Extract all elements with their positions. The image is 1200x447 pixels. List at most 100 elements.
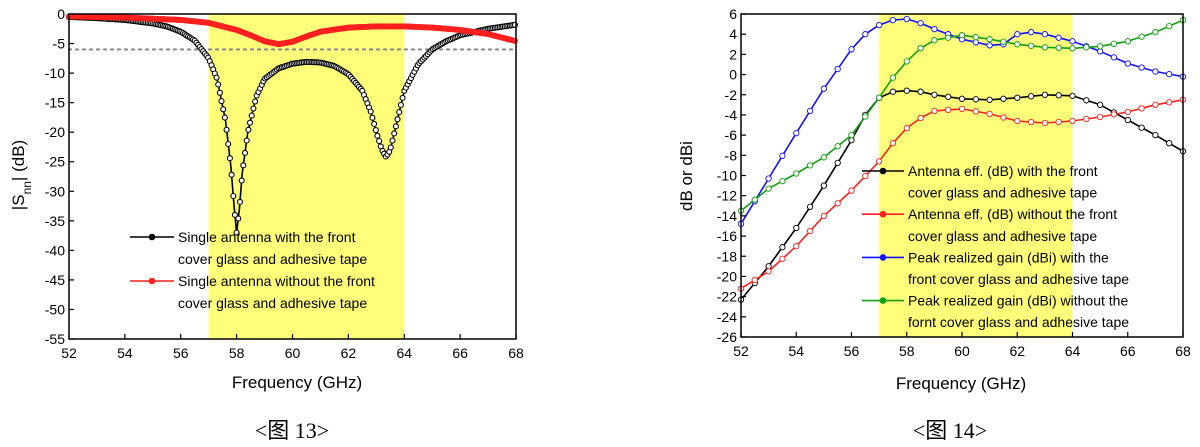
data-point bbox=[226, 155, 233, 162]
y-axis-label: dB or dBi bbox=[677, 141, 696, 211]
data-point bbox=[765, 175, 772, 182]
x-axis-label: Frequency (GHz) bbox=[896, 374, 1026, 393]
data-point bbox=[986, 96, 993, 103]
data-point bbox=[903, 87, 910, 94]
data-point bbox=[834, 65, 841, 73]
y-tick-label: -20 bbox=[45, 124, 65, 140]
data-point bbox=[1014, 31, 1021, 38]
y-tick-label: -6 bbox=[725, 127, 738, 143]
data-point bbox=[240, 162, 247, 169]
data-point bbox=[972, 96, 979, 103]
data-point bbox=[235, 215, 242, 222]
data-point bbox=[225, 140, 232, 148]
data-point bbox=[793, 129, 800, 137]
y-tick-label: -30 bbox=[45, 183, 65, 199]
data-point bbox=[1055, 44, 1062, 51]
y-tick-label: 4 bbox=[729, 26, 737, 42]
x-tick-label: 66 bbox=[1120, 343, 1136, 359]
x-tick-label: 60 bbox=[285, 345, 301, 361]
data-point bbox=[371, 120, 378, 127]
data-point bbox=[228, 171, 235, 178]
data-point bbox=[221, 114, 228, 121]
data-point bbox=[1096, 101, 1104, 108]
data-point bbox=[1069, 117, 1076, 125]
data-point bbox=[1027, 118, 1035, 126]
data-point bbox=[779, 152, 786, 159]
data-point bbox=[793, 170, 800, 177]
data-point bbox=[972, 39, 979, 46]
data-point bbox=[367, 108, 374, 115]
y-tick-label: 0 bbox=[729, 67, 737, 83]
data-point bbox=[834, 159, 841, 167]
x-tick-label: 62 bbox=[1009, 343, 1025, 359]
data-point bbox=[1014, 94, 1021, 101]
data-point bbox=[389, 137, 396, 144]
data-point bbox=[1027, 93, 1035, 100]
data-point bbox=[945, 106, 952, 114]
y-tick-label: -15 bbox=[45, 95, 65, 111]
y-tick-label: -12 bbox=[717, 188, 737, 204]
x-tick-label: 52 bbox=[733, 343, 749, 359]
data-point bbox=[889, 140, 897, 147]
data-point bbox=[1027, 29, 1035, 36]
y-tick-label: -50 bbox=[45, 301, 65, 317]
data-point bbox=[917, 19, 924, 27]
data-point bbox=[806, 162, 814, 169]
x-tick-label: 62 bbox=[341, 345, 357, 361]
data-point bbox=[848, 137, 855, 144]
data-point bbox=[1110, 54, 1118, 61]
y-tick-label: -10 bbox=[717, 168, 737, 184]
legend-label: Single antenna with the front bbox=[178, 229, 356, 245]
data-point bbox=[931, 107, 938, 115]
data-point bbox=[793, 224, 800, 232]
data-point bbox=[1138, 33, 1145, 40]
data-point bbox=[917, 45, 924, 52]
data-point bbox=[889, 16, 897, 24]
y-tick-label: -2 bbox=[725, 87, 738, 103]
data-point bbox=[972, 108, 979, 115]
y-tick-label: -5 bbox=[53, 36, 66, 52]
data-point bbox=[1138, 124, 1145, 131]
legend-label: cover glass and adhesive tape bbox=[178, 295, 367, 311]
x-tick-label: 58 bbox=[899, 343, 915, 359]
x-tick-label: 64 bbox=[1065, 343, 1081, 359]
x-tick-label: 52 bbox=[61, 345, 77, 361]
data-point bbox=[889, 88, 897, 95]
data-point bbox=[848, 131, 855, 139]
data-point bbox=[213, 74, 220, 81]
figure-caption: <图 13> bbox=[255, 418, 329, 443]
y-tick-label: -8 bbox=[725, 147, 738, 163]
legend-label: Peak realized gain (dBi) without the bbox=[908, 293, 1128, 309]
x-tick-label: 68 bbox=[508, 345, 524, 361]
data-point bbox=[397, 101, 404, 109]
legend-label: Peak realized gain (dBi) with the bbox=[908, 249, 1109, 265]
data-point bbox=[903, 124, 910, 132]
data-point bbox=[245, 126, 252, 133]
data-point bbox=[1166, 99, 1173, 106]
data-point bbox=[1014, 41, 1021, 48]
data-point bbox=[986, 110, 993, 118]
data-point bbox=[1110, 40, 1118, 47]
y-tick-label: -40 bbox=[45, 242, 65, 258]
data-point bbox=[958, 95, 966, 102]
data-point bbox=[1055, 92, 1062, 99]
x-tick-label: 54 bbox=[788, 343, 804, 359]
data-point bbox=[834, 200, 841, 207]
y-tick-label: -18 bbox=[717, 248, 737, 264]
data-point bbox=[1152, 68, 1159, 75]
legend-marker bbox=[879, 297, 887, 304]
data-point bbox=[945, 93, 952, 100]
chart-14: 52 54 56 58 60 62 64 66 686420-2-4-6-8-10-12-14-… bbox=[677, 6, 1191, 443]
y-axis-label: |Snn| (dB) bbox=[9, 140, 34, 210]
data-point bbox=[1083, 44, 1090, 51]
data-point bbox=[848, 187, 855, 194]
data-point bbox=[1110, 111, 1118, 118]
data-point bbox=[1041, 91, 1049, 98]
data-point bbox=[376, 137, 383, 145]
series-4 bbox=[737, 16, 1187, 214]
data-point bbox=[230, 192, 237, 200]
legend-marker bbox=[148, 277, 156, 285]
y-tick-label: 6 bbox=[729, 6, 737, 22]
series-2 bbox=[737, 96, 1187, 292]
data-point bbox=[250, 105, 257, 112]
